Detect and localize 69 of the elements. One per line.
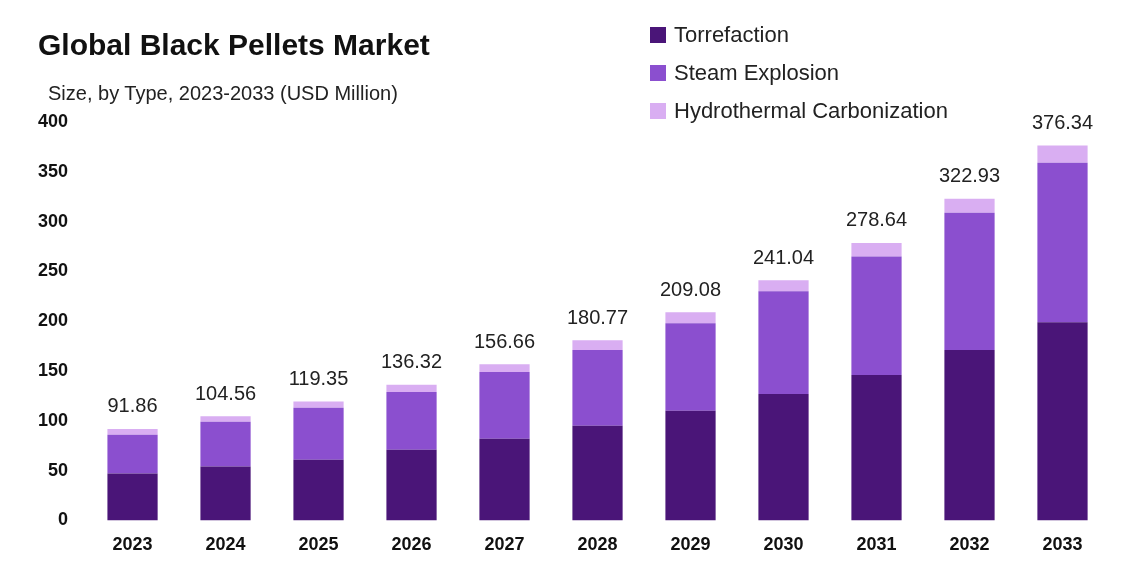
x-tick-label: 2029 (670, 534, 711, 555)
y-tick-label: 200 (37, 310, 69, 331)
chart-title: Global Black Pellets Market (38, 28, 430, 62)
bar (1037, 322, 1088, 521)
bar (665, 323, 716, 411)
total-label: 104.56 (194, 381, 257, 404)
bar (107, 428, 158, 435)
bar (200, 466, 251, 521)
x-tick-label: 2030 (763, 534, 804, 555)
x-tick-label: 2027 (484, 534, 525, 555)
bar (1037, 162, 1088, 323)
bar (293, 407, 344, 460)
bar (386, 391, 437, 450)
y-tick-label: 350 (37, 160, 69, 181)
y-tick-label: 50 (48, 459, 69, 480)
y-tick-label: 400 (37, 110, 69, 131)
bar (851, 256, 902, 375)
legend-label: Torrefaction (674, 22, 789, 48)
legend-label: Hydrothermal Carbonization (674, 98, 948, 124)
legend-label: Steam Explosion (674, 60, 840, 86)
bar (572, 350, 623, 426)
bar (107, 473, 158, 521)
bar (851, 374, 902, 521)
x-tick-label: 2031 (856, 534, 897, 555)
y-tick-label: 100 (37, 409, 69, 430)
x-tick-label: 2032 (949, 534, 990, 555)
total-label: 278.64 (845, 208, 908, 231)
bar (758, 291, 809, 394)
bar (200, 416, 251, 422)
total-label: 119.35 (288, 367, 349, 390)
bar (107, 434, 158, 474)
total-label: 241.04 (752, 245, 815, 268)
x-tick-label: 2033 (1042, 534, 1083, 555)
y-tick-label: 150 (37, 359, 69, 380)
bar (293, 401, 344, 408)
x-tick-label: 2025 (298, 534, 339, 555)
bar (1037, 145, 1088, 163)
y-tick-label: 300 (37, 210, 69, 231)
bar (479, 364, 530, 372)
total-label: 322.93 (938, 164, 1001, 187)
bar (944, 198, 995, 213)
bar (572, 425, 623, 521)
x-tick-label: 2023 (112, 534, 153, 555)
bar (944, 350, 995, 521)
bar (758, 280, 809, 292)
y-tick-label: 0 (58, 509, 69, 530)
bar (200, 421, 251, 467)
total-label: 136.32 (380, 350, 443, 373)
x-tick-label: 2024 (205, 534, 246, 555)
bar (386, 384, 437, 392)
bar (851, 242, 902, 257)
total-label: 156.66 (473, 329, 536, 352)
bar (293, 459, 344, 521)
x-tick-label: 2026 (391, 534, 432, 555)
x-tick-label: 2028 (577, 534, 618, 555)
total-label: 209.08 (659, 277, 722, 300)
bar (665, 312, 716, 324)
total-label: 91.86 (107, 394, 158, 417)
bar (479, 438, 530, 521)
bar (665, 410, 716, 521)
y-tick-label: 250 (37, 260, 69, 281)
bar (386, 449, 437, 521)
bar (758, 393, 809, 521)
bar (944, 212, 995, 351)
bar (479, 372, 530, 439)
total-label: 376.34 (1031, 111, 1094, 134)
bar (572, 340, 623, 351)
total-label: 180.77 (566, 305, 629, 328)
chart-subtitle: Size, by Type, 2023-2033 (USD Million) (48, 82, 398, 105)
